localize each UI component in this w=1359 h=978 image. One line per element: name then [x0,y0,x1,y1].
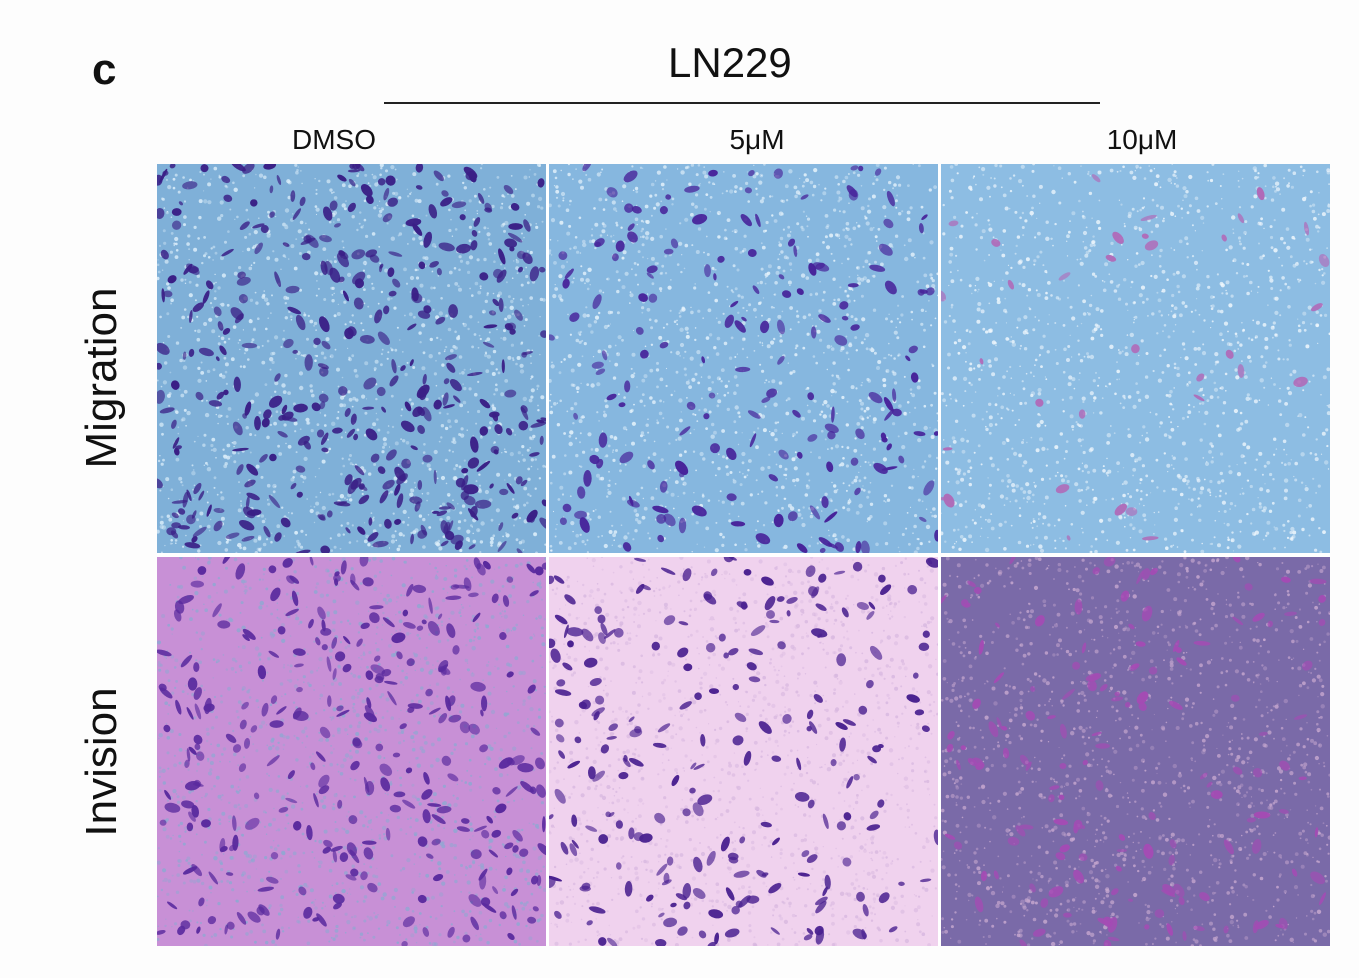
invasion-10um-micrograph-image [941,557,1330,946]
column-label-10um: 10μM [1106,124,1178,155]
migration-dmso-micrograph-image [157,164,546,553]
cell-line-title: LN229 [668,39,792,86]
cell-line-underline [384,102,1100,104]
invasion-10um-micrograph [941,557,1330,946]
column-label-dmso: DMSO [292,124,376,155]
row-label-migration: Migration [77,287,126,469]
invasion-5um-micrograph-image [549,557,938,946]
migration-dmso-micrograph [157,164,546,553]
migration-5um-micrograph [549,164,938,553]
migration-10um-micrograph [941,164,1330,553]
column-label-5um: 5μM [729,124,785,155]
invasion-dmso-micrograph-image [157,557,546,946]
invasion-dmso-micrograph [157,557,546,946]
micrograph-grid [157,164,1330,946]
migration-10um-micrograph-image [941,164,1330,553]
invasion-5um-micrograph [549,557,938,946]
panel-letter: c [92,45,117,94]
migration-5um-micrograph-image [549,164,938,553]
row-label-invasion: Invision [77,687,126,837]
